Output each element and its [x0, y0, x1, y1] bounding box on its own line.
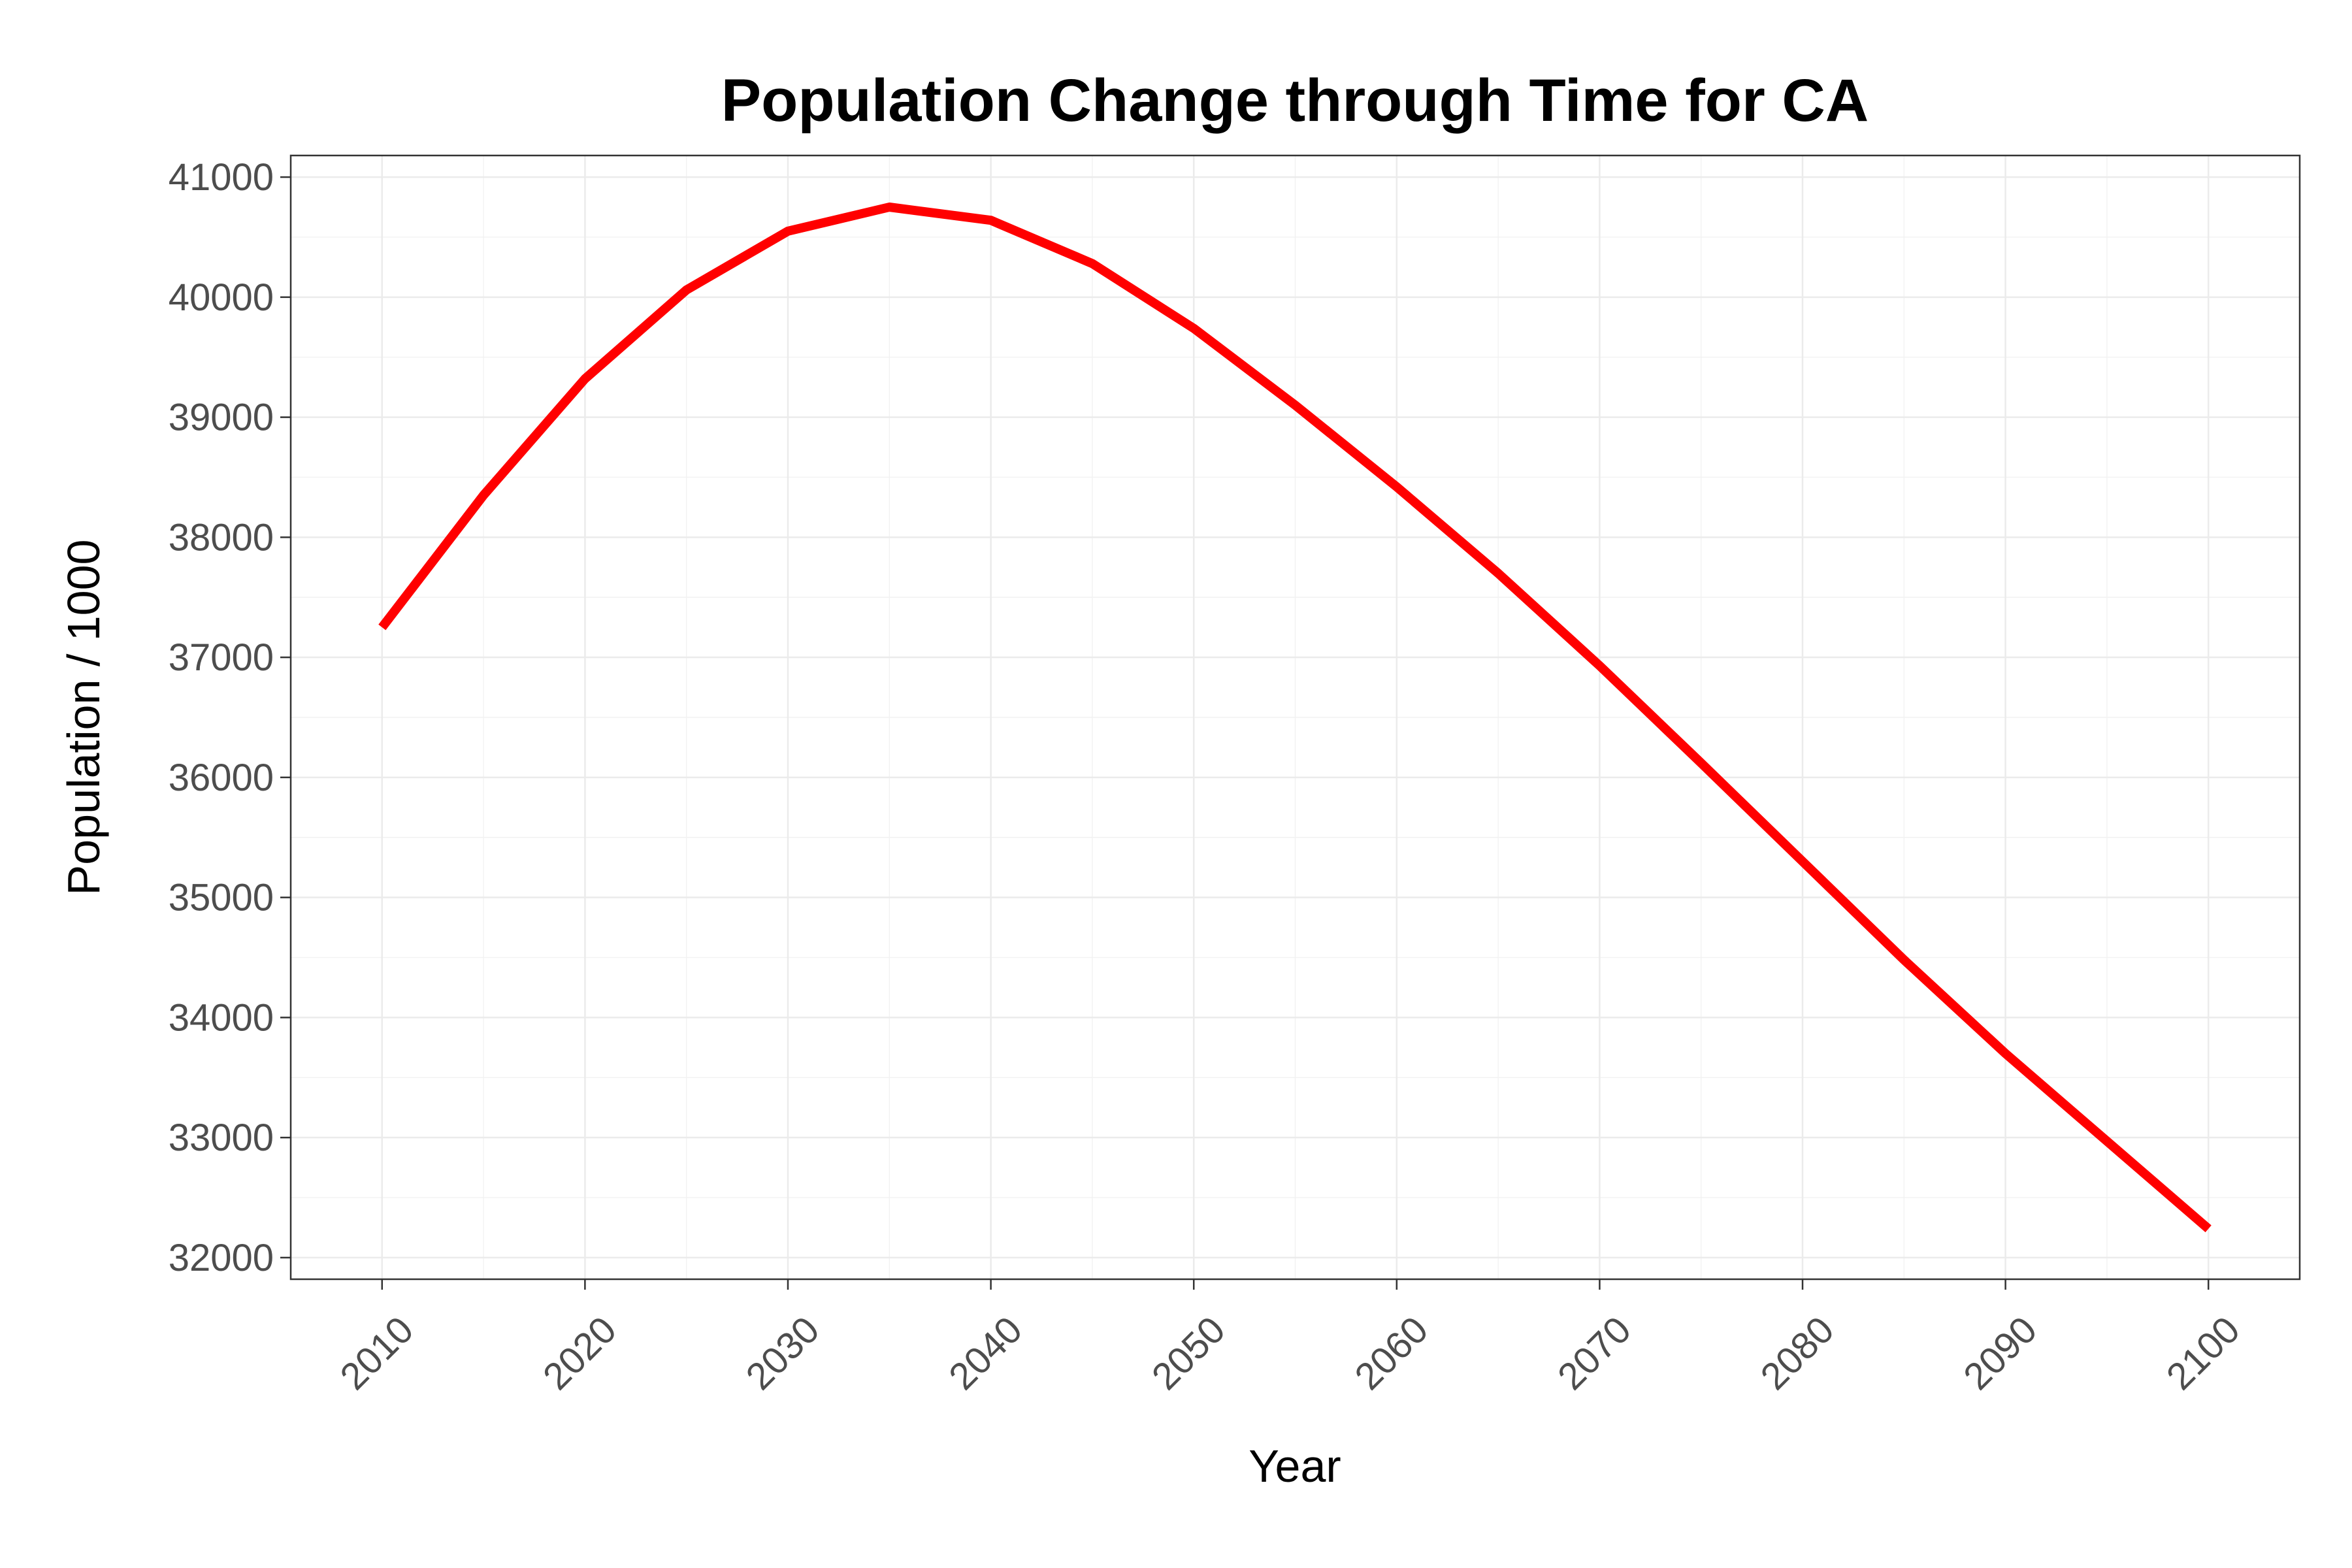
major-gridlines [291, 155, 2300, 1279]
y-tick-label: 39000 [169, 397, 274, 439]
y-tick-label: 32000 [169, 1237, 274, 1279]
y-tick-label: 40000 [169, 276, 274, 319]
y-tick-label: 38000 [169, 516, 274, 559]
y-tick-label: 41000 [169, 156, 274, 199]
y-tick-label: 36000 [169, 757, 274, 799]
minor-gridlines [291, 155, 2300, 1279]
y-tick-label: 34000 [169, 996, 274, 1039]
x-axis-title: Year [1249, 1441, 1341, 1492]
series-layer [378, 203, 2212, 1233]
y-tick-label: 37000 [169, 636, 274, 679]
y-tick-label: 35000 [169, 877, 274, 919]
chart-title: Population Change through Time for CA [721, 67, 1869, 134]
y-tick-label: 33000 [169, 1117, 274, 1159]
plot-frame [289, 154, 2301, 1281]
series-line-1 [378, 203, 2212, 1233]
y-axis: 32000 33000 34000 35000 36000 37000 38000 39000… [169, 156, 291, 1279]
y-axis-title: Population / 1000 [58, 540, 109, 896]
